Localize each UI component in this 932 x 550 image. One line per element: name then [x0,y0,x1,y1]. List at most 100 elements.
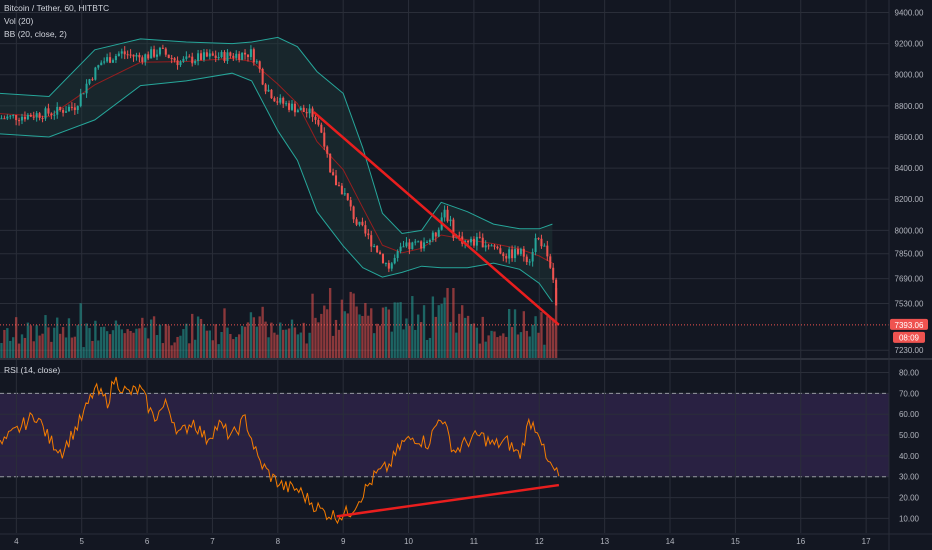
volume-bar [552,318,555,358]
candle-body [379,252,382,255]
candle-body [232,55,235,58]
volume-bar [17,343,21,358]
candle-body [308,108,311,114]
volume-bar [490,330,493,358]
volume-bar [405,318,408,358]
volume-bar [472,323,476,358]
candle-body [258,61,261,70]
candle-body [47,108,50,114]
main-pane [0,0,889,358]
candle-body [311,108,314,117]
candle-body [147,54,150,59]
volume-bar [208,330,212,358]
rsi-line [0,376,560,525]
rsi-trendline[interactable] [336,483,560,518]
volume-bar [452,288,455,358]
candle-body [469,238,473,243]
volume-bar [531,324,534,358]
volume-bar [129,331,132,358]
candle-body [361,221,364,226]
price-tick-label: 7850.00 [895,250,924,259]
volume-bar [167,325,170,358]
volume-bar [164,324,167,358]
candle-body [555,279,558,306]
volume-bar [384,306,388,358]
candle-body [534,238,537,253]
price-axis[interactable]: 7230.00 7530.00 7690.00 7850.00 8000.00 8200.… [895,8,924,355]
rsi-tick-label: 30.00 [899,473,920,482]
volume-bar [481,316,484,358]
volume-bar [76,325,79,358]
candle-body [516,249,519,255]
rsi-tick-label: 50.00 [899,431,920,440]
volume-bar [328,288,332,358]
rsi-trendline-segment[interactable] [336,483,560,518]
volume-legend[interactable]: Vol (20) [4,16,34,26]
candle-body [276,101,279,103]
candle-body [490,245,493,247]
volume-bar [123,333,126,358]
time-tick-label: 11 [470,537,479,546]
candle-body [211,53,214,56]
price-trendline-segment[interactable] [312,111,560,326]
volume-bar [82,347,85,358]
candle-body [349,200,352,207]
candle-body [296,110,299,113]
candle-body [173,58,176,61]
symbol-legend[interactable]: Bitcoin / Tether, 60, HITBTC [4,3,110,13]
bollinger-legend[interactable]: BB (20, close, 2) [4,29,67,39]
rsi-legend[interactable]: RSI (14, close) [4,365,61,375]
volume-bar [370,308,373,358]
volume-bar [428,337,432,358]
volume-bar [29,325,32,358]
candle-body [417,241,420,243]
volume-bar [193,339,197,358]
volume-bar [296,334,300,358]
candle-body [65,111,68,113]
volume-bars [0,288,558,358]
volume-bar [117,324,121,358]
candle-body [18,120,21,122]
time-tick-label: 15 [731,537,740,546]
candle-body [67,106,70,112]
candle-body [326,146,329,154]
time-tick-label: 4 [14,537,19,546]
candle-body [414,241,417,243]
candle-body [352,206,355,220]
volume-bar [446,288,449,358]
candle-body [390,263,393,269]
volume-bar [414,329,417,358]
volume-bar [367,315,370,358]
volume-bar [516,334,520,358]
candle-body [434,232,437,237]
candle-body [467,240,470,243]
candle-body [282,97,285,104]
volume-bar [455,332,458,358]
price-tick-label: 9000.00 [895,71,924,80]
price-trendline[interactable] [312,111,560,326]
volume-bar [440,303,443,358]
candle-body [106,57,109,62]
candle-body [12,115,15,117]
price-tick-label: 8000.00 [895,226,924,235]
volume-bar [56,317,59,358]
volume-bar [431,296,435,358]
candle-body [252,49,255,63]
candle-body [399,246,402,252]
volume-bar [337,329,341,358]
volume-bar [549,317,552,358]
volume-bar [41,333,44,358]
candle-body [540,238,543,247]
time-axis[interactable]: 4 5 6 7 8 9 10 11 12 13 14 15 16 17 [14,537,871,546]
volume-bar [14,317,18,358]
volume-bar [249,312,253,358]
price-tick-label: 8200.00 [895,195,924,204]
rsi-axis[interactable]: 10.00 20.00 30.00 40.00 50.00 60.00 70.00 80.00 [899,369,920,524]
candle-body [370,235,373,247]
candle-body [290,103,294,110]
volume-bar [276,334,279,358]
candle-body [255,61,258,63]
volume-bar [229,333,232,358]
volume-bar [419,322,423,358]
